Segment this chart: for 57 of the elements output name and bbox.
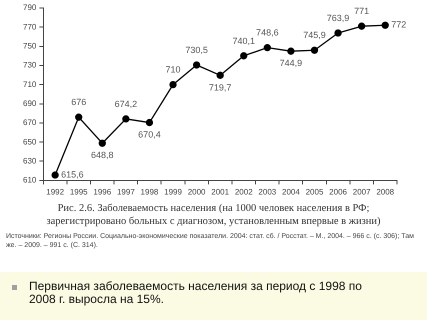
- point: [264, 44, 271, 52]
- text: Рис. 2.6. Заболеваемость населения (на 1000 человек населения в РФ; зарегистрировано больных с диагнозом, установленным впервые в жизни): [45, 202, 382, 228]
- data-label: 615,6: [61, 170, 84, 180]
- point: [240, 52, 248, 60]
- data-label: 730,5: [185, 44, 208, 55]
- y-tick-label: 670: [22, 118, 37, 128]
- point: [169, 80, 177, 88]
- point: [98, 140, 106, 147]
- x-tick-label: 1999: [164, 187, 182, 196]
- point: [122, 115, 130, 123]
- y-tick-label: 610: [22, 176, 37, 185]
- data-label: 771: [354, 6, 370, 16]
- data-label: 710: [166, 64, 181, 75]
- x-tick-label: 2007: [352, 187, 372, 196]
- x-tick-label: 2004: [282, 187, 300, 196]
- x-tick-label: 1996: [93, 187, 112, 196]
- point: [287, 48, 295, 55]
- data-label: 648,8: [91, 150, 114, 160]
- x-tick-label: 1992: [46, 187, 65, 196]
- x-tick-label: 1995: [70, 187, 88, 196]
- x-tick-label: 2008: [376, 187, 395, 196]
- text: Первичная заболеваемость населения за период с 1998 по 2008 г. выросла на 15%.: [29, 279, 363, 306]
- y-tick-label: 750: [22, 42, 37, 51]
- point: [75, 114, 82, 121]
- y-tick-label: 710: [22, 80, 37, 89]
- x-tick-label: 2006: [329, 187, 348, 196]
- x-tick-label: 2000: [188, 187, 206, 196]
- data-label: 670,4: [138, 130, 161, 140]
- point: [192, 61, 200, 69]
- point: [382, 22, 389, 29]
- x-tick-label: 2001: [211, 187, 230, 196]
- point: [146, 118, 154, 126]
- data-label: 740,1: [232, 36, 256, 46]
- x-tick-label: 2005: [306, 187, 324, 196]
- y-tick-label: 650: [22, 137, 37, 146]
- data-label: 763,9: [326, 12, 350, 23]
- data-label: 772: [391, 20, 406, 30]
- data-label: 745,9: [303, 30, 326, 40]
- y-tick-label: 690: [22, 98, 37, 108]
- point: [310, 46, 318, 54]
- point: [358, 22, 366, 30]
- point: [51, 171, 59, 179]
- y-tick-label: 730: [22, 60, 37, 70]
- x-tick-label: 2002: [234, 187, 254, 196]
- data-label: 748,6: [256, 28, 279, 38]
- y-tick-label: 630: [22, 156, 37, 166]
- y-tick-label: 770: [22, 22, 37, 32]
- y-tick-label: 790: [22, 3, 37, 12]
- point: [216, 72, 224, 79]
- data-label: 676: [71, 97, 86, 108]
- x-tick-label: 2003: [258, 187, 277, 196]
- data-label: 744,9: [280, 58, 302, 68]
- point: [334, 29, 342, 37]
- data-label: 674,2: [114, 98, 138, 109]
- x-tick-label: 1998: [140, 187, 159, 196]
- x-tick-label: 1997: [116, 187, 136, 196]
- data-label: 719,7: [208, 82, 232, 92]
